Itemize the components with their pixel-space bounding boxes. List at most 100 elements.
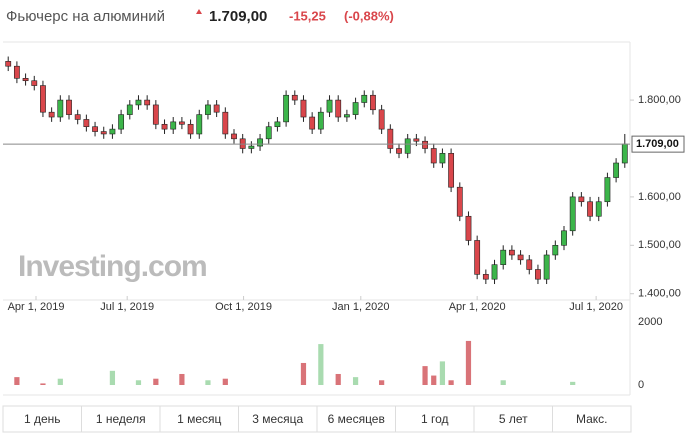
candle-body bbox=[456, 186, 463, 217]
candle-body bbox=[578, 196, 585, 203]
instrument-title: Фьючерс на алюминий bbox=[6, 8, 165, 25]
candle-body bbox=[248, 145, 255, 149]
candle-body bbox=[83, 119, 90, 128]
candle-body bbox=[187, 123, 194, 135]
candle-body bbox=[448, 153, 455, 188]
range-button[interactable] bbox=[81, 405, 161, 433]
candle-body bbox=[309, 116, 316, 130]
volume-bar bbox=[135, 380, 142, 385]
candle-body bbox=[196, 114, 203, 135]
volume-bar bbox=[57, 378, 63, 385]
candle-body bbox=[378, 109, 385, 130]
candle-body bbox=[135, 99, 142, 106]
y-tick-label: 1.800,00 bbox=[638, 94, 681, 106]
range-button[interactable] bbox=[316, 405, 396, 433]
range-button[interactable] bbox=[2, 405, 82, 433]
candle-body bbox=[222, 111, 229, 135]
candle-body bbox=[474, 240, 481, 275]
candle-body bbox=[482, 274, 489, 280]
volume-bar bbox=[179, 373, 185, 385]
candle-body bbox=[283, 94, 290, 123]
range-button[interactable] bbox=[473, 405, 553, 433]
last-price-box bbox=[631, 135, 685, 153]
candle-body bbox=[613, 162, 620, 178]
x-tick-label: Oct 1, 2019 bbox=[215, 301, 272, 313]
x-tick-label: Jul 1, 2019 bbox=[100, 301, 154, 313]
candle-body bbox=[508, 249, 515, 256]
candle-body bbox=[100, 131, 107, 135]
candle-body bbox=[552, 245, 559, 256]
volume-bar bbox=[465, 340, 472, 385]
y-tick-label: 1.500,00 bbox=[638, 239, 681, 251]
candle-body bbox=[621, 143, 628, 164]
x-tick-label: Apr 1, 2019 bbox=[8, 301, 65, 313]
volume-bar bbox=[422, 366, 428, 385]
volume-bar bbox=[448, 380, 454, 385]
volume-bar bbox=[335, 373, 341, 385]
candle-body bbox=[144, 99, 151, 106]
candle-body bbox=[257, 138, 263, 147]
volume-bar bbox=[205, 380, 211, 385]
candle-body bbox=[387, 128, 394, 149]
range-label[interactable]: 1 день bbox=[24, 412, 61, 426]
range-button[interactable] bbox=[159, 405, 239, 433]
candle-body bbox=[465, 215, 472, 241]
range-label[interactable]: 5 лет bbox=[499, 412, 528, 426]
range-label[interactable]: 3 месяца bbox=[252, 412, 303, 426]
candle-body bbox=[152, 104, 159, 125]
range-label[interactable]: 6 месяцев bbox=[328, 412, 385, 426]
candle-body bbox=[595, 201, 602, 217]
range-button[interactable] bbox=[238, 405, 318, 433]
y-tick-label: 1.600,00 bbox=[638, 191, 681, 203]
volume-bar bbox=[439, 361, 446, 385]
last-price-label: 1.709,00 bbox=[636, 138, 679, 150]
candle-body bbox=[205, 104, 211, 115]
volume-tick-label: 0 bbox=[638, 379, 644, 391]
x-tick-label: Apr 1, 2020 bbox=[449, 301, 506, 313]
candle-body bbox=[370, 94, 376, 111]
candle-body bbox=[543, 254, 550, 280]
candle-body bbox=[22, 78, 29, 82]
candle-body bbox=[178, 121, 185, 125]
candle-body bbox=[265, 126, 272, 140]
volume-bar bbox=[431, 375, 437, 385]
range-label[interactable]: 1 месяц bbox=[177, 412, 221, 426]
volume-bar bbox=[40, 383, 46, 385]
volume-bar bbox=[570, 381, 576, 385]
candle-body bbox=[326, 99, 333, 113]
candle-body bbox=[587, 201, 593, 217]
candle-body bbox=[5, 61, 12, 67]
candle-body bbox=[291, 94, 298, 101]
candle-body bbox=[92, 126, 98, 132]
range-button[interactable] bbox=[552, 405, 632, 433]
range-label[interactable]: 1 неделя bbox=[96, 412, 146, 426]
candle-body bbox=[31, 80, 38, 86]
change-percent: (-0,88%) bbox=[344, 8, 394, 23]
candle-body bbox=[491, 264, 498, 280]
volume-bar bbox=[500, 380, 506, 385]
candle-body bbox=[396, 148, 402, 154]
candle-body bbox=[13, 65, 20, 79]
y-tick-label: 1.400,00 bbox=[638, 288, 681, 300]
range-label[interactable]: Макс. bbox=[576, 412, 608, 426]
volume-bar bbox=[318, 344, 324, 385]
candle-body bbox=[118, 114, 125, 130]
candle-body bbox=[57, 99, 64, 118]
candle-body bbox=[500, 249, 507, 265]
range-label[interactable]: 1 год bbox=[421, 412, 449, 426]
candle-body bbox=[317, 111, 324, 130]
candle-body bbox=[517, 254, 524, 261]
candle-body bbox=[413, 138, 420, 142]
volume-tick-label: 2000 bbox=[638, 316, 662, 328]
candle-body bbox=[526, 259, 533, 270]
candle-body bbox=[48, 111, 55, 118]
candle-body bbox=[161, 123, 168, 130]
candle-body bbox=[430, 148, 437, 164]
range-button[interactable] bbox=[395, 405, 475, 433]
candle-body bbox=[126, 104, 133, 115]
volume-bar bbox=[222, 378, 228, 385]
candle-body bbox=[604, 177, 611, 203]
volume-bar bbox=[14, 377, 20, 385]
candle-body bbox=[300, 99, 307, 118]
